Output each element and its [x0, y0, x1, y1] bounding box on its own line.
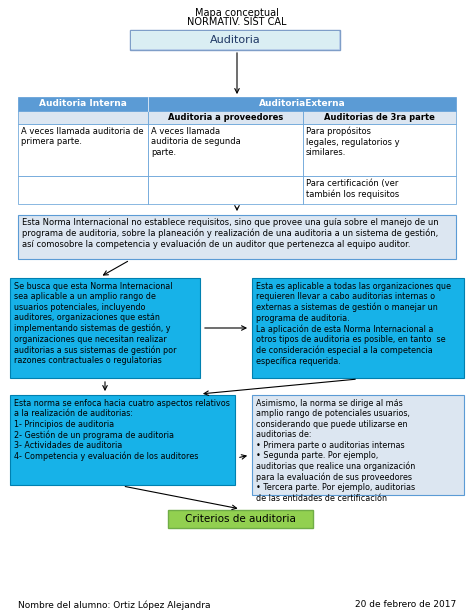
Text: Se busca que esta Norma Internacional
sea aplicable a un amplio rango de
usuario: Se busca que esta Norma Internacional se…	[14, 282, 176, 365]
FancyBboxPatch shape	[148, 111, 303, 124]
Text: Para propósitos
legales, regulatorios y
similares.: Para propósitos legales, regulatorios y …	[306, 127, 400, 158]
Text: Esta Norma Internacional no establece requisitos, sino que provee una guía sobre: Esta Norma Internacional no establece re…	[22, 218, 438, 249]
Text: Auditorias de 3ra parte: Auditorias de 3ra parte	[324, 113, 435, 122]
FancyBboxPatch shape	[10, 395, 235, 485]
FancyBboxPatch shape	[131, 31, 339, 49]
Text: Para certificación (ver
también los requisitos: Para certificación (ver también los requ…	[306, 179, 399, 199]
Text: A veces llamada auditoria de
primera parte.: A veces llamada auditoria de primera par…	[21, 127, 144, 147]
FancyBboxPatch shape	[18, 97, 148, 111]
Text: Criterios de auditoria: Criterios de auditoria	[185, 514, 296, 524]
FancyBboxPatch shape	[303, 176, 456, 204]
FancyBboxPatch shape	[148, 176, 303, 204]
Text: Asimismo, la norma se dirige al más
amplio rango de potenciales usuarios,
consid: Asimismo, la norma se dirige al más ampl…	[256, 399, 415, 503]
FancyBboxPatch shape	[303, 124, 456, 176]
Text: Auditoria a proveedores: Auditoria a proveedores	[168, 113, 283, 122]
FancyBboxPatch shape	[18, 176, 148, 204]
FancyBboxPatch shape	[252, 395, 464, 495]
FancyBboxPatch shape	[130, 30, 340, 50]
Text: Nombre del alumno: Ortiz López Alejandra: Nombre del alumno: Ortiz López Alejandra	[18, 600, 210, 609]
Text: AuditoriaExterna: AuditoriaExterna	[259, 99, 346, 109]
Text: Esta norma se enfoca hacia cuatro aspectos relativos
a la realización de auditor: Esta norma se enfoca hacia cuatro aspect…	[14, 399, 230, 461]
Text: Auditoria: Auditoria	[210, 35, 260, 45]
FancyBboxPatch shape	[148, 124, 303, 176]
Text: NORMATIV. SIST CAL: NORMATIV. SIST CAL	[187, 17, 287, 27]
FancyBboxPatch shape	[148, 97, 456, 111]
FancyBboxPatch shape	[18, 111, 148, 124]
Text: Esta es aplicable a todas las organizaciones que
requieren llevar a cabo auditor: Esta es aplicable a todas las organizaci…	[256, 282, 451, 365]
Text: Mapa conceptual: Mapa conceptual	[195, 8, 279, 18]
FancyBboxPatch shape	[10, 278, 200, 378]
FancyBboxPatch shape	[252, 278, 464, 378]
Text: A veces llamada
auditoria de segunda
parte.: A veces llamada auditoria de segunda par…	[151, 127, 241, 157]
Text: Auditoria Interna: Auditoria Interna	[39, 99, 127, 109]
FancyBboxPatch shape	[18, 124, 148, 176]
FancyBboxPatch shape	[303, 111, 456, 124]
FancyBboxPatch shape	[18, 215, 456, 259]
FancyBboxPatch shape	[168, 510, 313, 528]
Text: 20 de febrero de 2017: 20 de febrero de 2017	[355, 600, 456, 609]
